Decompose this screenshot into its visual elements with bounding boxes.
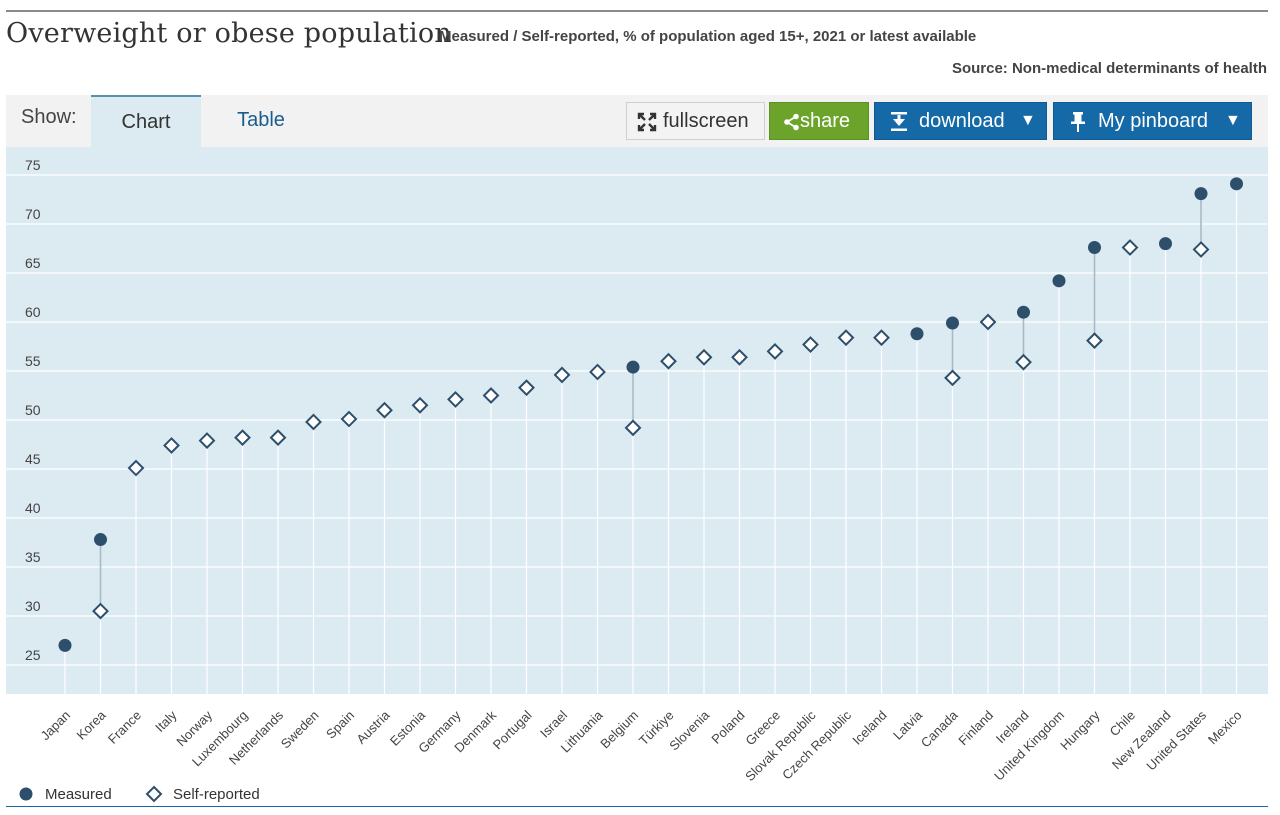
measured-point xyxy=(1017,305,1030,319)
y-tick-label: 70 xyxy=(25,206,41,222)
pin-icon xyxy=(1071,112,1085,132)
measured-point xyxy=(1159,237,1172,251)
tab-table[interactable]: Table xyxy=(237,109,285,131)
self-reported-point xyxy=(944,369,961,387)
bottom-rule xyxy=(6,806,1268,807)
self-reported-point xyxy=(411,396,429,414)
fullscreen-button[interactable]: fullscreen xyxy=(626,102,765,140)
x-tick-label: France xyxy=(105,708,144,747)
self-reported-point xyxy=(518,379,535,397)
fullscreen-icon xyxy=(637,112,657,132)
self-reported-point xyxy=(92,602,109,620)
x-tick-label: Canada xyxy=(918,707,961,750)
self-reported-point xyxy=(553,366,571,384)
self-reported-point xyxy=(837,329,855,347)
measured-point xyxy=(1052,274,1066,288)
self-reported-point xyxy=(1192,241,1210,258)
x-tick-label: Austria xyxy=(353,707,393,747)
source-note: Source: Non-medical determinants of heal… xyxy=(951,60,1267,77)
y-tick-label: 30 xyxy=(25,598,41,614)
self-reported-point xyxy=(1015,353,1032,371)
legend-self-reported-label: Self-reported xyxy=(173,786,260,803)
self-reported-point xyxy=(198,432,216,449)
self-reported-point xyxy=(127,459,145,477)
fullscreen-label: fullscreen xyxy=(663,110,749,132)
page-title: Overweight or obese population xyxy=(6,18,452,49)
self-reported-point xyxy=(589,363,606,381)
y-tick-label: 50 xyxy=(25,402,41,418)
legend-self-reported-marker xyxy=(145,785,163,803)
share-label: share xyxy=(800,110,851,132)
x-tick-label: Sweden xyxy=(278,708,322,752)
self-reported-point xyxy=(731,348,748,366)
self-reported-point xyxy=(979,313,997,331)
legend-measured-marker xyxy=(19,787,33,801)
measured-point xyxy=(94,533,107,547)
pinboard-label: My pinboard xyxy=(1098,110,1209,132)
x-tick-label: Chile xyxy=(1107,708,1139,740)
measured-point xyxy=(58,638,72,652)
x-tick-label: Hungary xyxy=(1057,707,1103,753)
share-icon xyxy=(784,113,799,131)
self-reported-point xyxy=(873,329,890,347)
self-reported-point xyxy=(482,387,500,404)
self-reported-point xyxy=(234,429,251,447)
chart-area: 25 30 35 40 45 50 55 60 65 70 75 Japan Korea France It… xyxy=(0,147,1280,810)
measured-point xyxy=(1230,177,1243,191)
y-tick-label: 65 xyxy=(25,255,41,271)
chevron-down-icon: ▼ xyxy=(1225,112,1241,129)
y-tick-label: 45 xyxy=(25,451,41,467)
x-tick-label: Italy xyxy=(152,707,180,735)
self-reported-point xyxy=(340,410,358,428)
chart-subtitle: Measured / Self-reported, % of populatio… xyxy=(439,28,977,45)
x-tick-label: Iceland xyxy=(849,708,889,748)
self-reported-point xyxy=(305,413,322,431)
measured-point xyxy=(1194,187,1208,201)
toolbar: Show: Chart Table fullscreen share downl… xyxy=(6,95,1268,147)
show-label: Show: xyxy=(21,106,77,128)
x-tick-label: Belgium xyxy=(597,708,641,752)
x-tick-label: Portugal xyxy=(490,707,535,752)
x-tick-label: Slovenia xyxy=(666,707,712,753)
self-reported-point xyxy=(269,429,287,447)
x-tick-label: Israel xyxy=(537,707,570,740)
y-tick-label: 75 xyxy=(25,157,41,173)
x-tick-label: Korea xyxy=(73,707,109,743)
download-label: download xyxy=(919,110,1005,132)
y-tick-label: 60 xyxy=(25,304,41,320)
self-reported-point xyxy=(660,352,677,370)
y-tick-label: 25 xyxy=(25,647,41,663)
pinboard-button[interactable]: My pinboard ▼ xyxy=(1053,102,1252,140)
self-reported-point xyxy=(447,391,464,408)
self-reported-point xyxy=(163,437,180,454)
x-tick-label: Japan xyxy=(37,708,73,744)
self-reported-point xyxy=(1121,239,1139,256)
x-tick-label: Finland xyxy=(955,708,996,749)
download-icon xyxy=(891,112,907,131)
top-rule xyxy=(6,10,1268,12)
tab-chart[interactable]: Chart xyxy=(91,95,201,147)
y-tick-label: 40 xyxy=(25,500,41,516)
self-reported-point xyxy=(1086,332,1103,350)
self-reported-point xyxy=(695,348,713,366)
self-reported-point xyxy=(766,342,784,360)
measured-point xyxy=(1088,241,1101,255)
y-tick-label: 55 xyxy=(25,353,41,369)
self-reported-point xyxy=(624,419,642,437)
y-tick-label: 35 xyxy=(25,549,41,565)
self-reported-point xyxy=(376,401,393,419)
chevron-down-icon: ▼ xyxy=(1020,112,1036,129)
share-button[interactable]: share xyxy=(769,102,869,140)
measured-point xyxy=(910,327,924,341)
x-tick-label: Spain xyxy=(323,708,357,742)
download-button[interactable]: download ▼ xyxy=(874,102,1047,140)
x-tick-label: Poland xyxy=(708,708,747,747)
self-reported-point xyxy=(802,336,819,353)
measured-point xyxy=(626,360,640,374)
x-tick-label: Mexico xyxy=(1205,708,1245,748)
measured-point xyxy=(946,316,959,330)
legend-measured-label: Measured xyxy=(45,786,112,803)
